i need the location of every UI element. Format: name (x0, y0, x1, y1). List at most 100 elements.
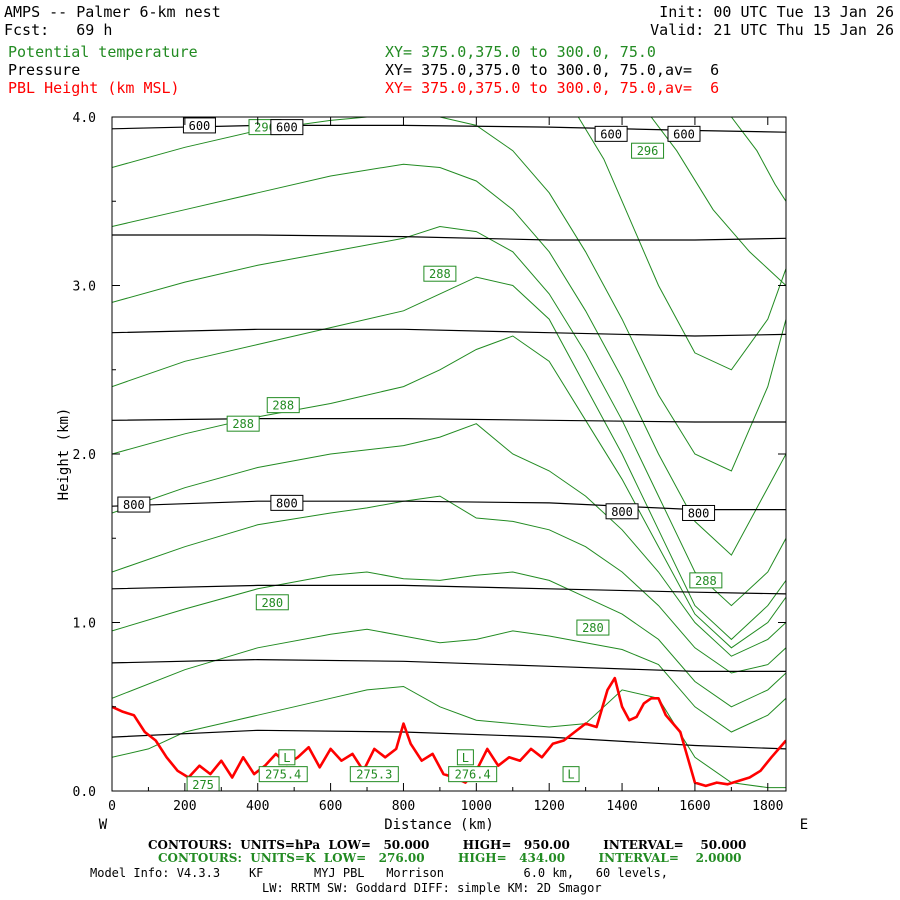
pressure-label-4: 800 (123, 498, 145, 512)
theta-label-7-box (576, 619, 610, 636)
x-tick-label-6: 1200 (534, 799, 565, 814)
pressure-label-5-box (270, 494, 304, 511)
theta-isoline-0 (112, 685, 786, 789)
surface-label-5-box (562, 766, 580, 783)
pressure-label-4-box (117, 496, 151, 513)
pressure-line-6 (112, 658, 786, 672)
theta-label-6: 280 (261, 596, 283, 610)
pressure-label-2-box (594, 125, 628, 142)
x-tick-label-8: 1600 (679, 799, 710, 814)
y-axis-label: Height (km) (56, 408, 72, 501)
x-tick-label-7: 1400 (606, 799, 637, 814)
theta-label-7: 280 (582, 621, 604, 635)
pressure-line-5 (112, 584, 786, 595)
surface-label-2: 276.4 (455, 768, 491, 782)
pressure-label-1-box (270, 119, 304, 136)
x-tick-label-5: 1000 (461, 799, 492, 814)
field-xy-pbl: XY= 375.0,375.0 to 300.0, 75.0,av= 6 (385, 79, 720, 97)
pressure-line-1 (112, 234, 786, 241)
x-tick-label-1: 200 (173, 799, 196, 814)
surface-label-1: 275.3 (356, 768, 392, 782)
surface-label-5: L (567, 768, 574, 782)
physics-info: LW: RRTM SW: Goddard DIFF: simple KM: 2D… (262, 881, 602, 895)
y-tick-label-3: 3.0 (73, 280, 96, 295)
chart-title: AMPS -- Palmer 6-km nest (4, 3, 221, 21)
pressure-label-7: 800 (688, 506, 710, 520)
pressure-label-0: 600 (189, 119, 211, 133)
theta-isoline-11 (650, 117, 786, 286)
east-label: E (800, 817, 808, 833)
surface-label-3: L (283, 751, 290, 765)
theta-isoline-12 (731, 117, 786, 202)
x-axis-label: Distance (km) (384, 817, 494, 833)
forecast-hour: Fcst: 69 h (4, 21, 113, 39)
pbl-height-line (112, 676, 786, 788)
pressure-label-3: 600 (673, 127, 695, 141)
y-tick-label-0: 0.0 (73, 785, 96, 800)
pressure-line-2 (112, 328, 786, 337)
theta-label-2-box (423, 265, 457, 282)
x-tick-label-3: 600 (319, 799, 342, 814)
theta-label-4: 288 (232, 417, 254, 431)
theta-isoline-9 (112, 117, 786, 472)
y-tick-label-1: 1.0 (73, 617, 96, 632)
field-name-pbl: PBL Height (km MSL) (8, 79, 180, 97)
theta-label-4-box (226, 415, 260, 432)
theta-label-5-box (689, 572, 723, 589)
field-xy-theta: XY= 375.0,375.0 to 300.0, 75.0 (385, 43, 656, 61)
pressure-label-6-box (605, 503, 639, 520)
pressure-label-7-box (682, 504, 716, 521)
init-time: Init: 00 UTC Tue 13 Jan 26 (659, 3, 894, 21)
theta-label-2: 288 (429, 267, 451, 281)
pressure-label-1: 600 (276, 121, 298, 135)
model-info: Model Info: V4.3.3 KF MYJ PBL Morrison 6… (90, 866, 668, 880)
plot-frame (111, 116, 787, 792)
x-tick-label-2: 400 (246, 799, 269, 814)
pressure-label-5: 800 (276, 496, 298, 510)
theta-isoline-7 (112, 225, 786, 607)
theta-contour-info: CONTOURS: UNITS=K LOW= 276.00 HIGH= 434.… (158, 851, 742, 865)
y-tick-label-4: 4.0 (73, 111, 96, 126)
pressure-line-3 (112, 418, 786, 423)
field-xy-pressure: XY= 375.0,375.0 to 300.0, 75.0,av= 6 (385, 61, 720, 79)
theta-label-3-box (266, 397, 300, 414)
field-name-pressure: Pressure (8, 61, 81, 79)
x-tick-label-4: 800 (392, 799, 415, 814)
west-label: W (99, 817, 108, 833)
pressure-label-0-box (182, 117, 216, 134)
pressure-label-2: 600 (600, 127, 622, 141)
surface-label-4: L (462, 751, 469, 765)
pressure-label-6: 800 (611, 505, 633, 519)
surface-label-3-box (278, 749, 296, 766)
theta-label-1: 296 (637, 144, 659, 158)
surface-label-0-box (258, 766, 308, 783)
theta-label-3: 288 (272, 399, 294, 413)
theta-isoline-4 (112, 423, 786, 657)
surface-label-2-box (448, 766, 498, 783)
pressure-label-3-box (667, 125, 701, 142)
pressure-line-7 (112, 729, 786, 750)
theta-isoline-8 (112, 163, 786, 556)
x-tick-label-9: 1800 (752, 799, 783, 814)
x-tick-label-0: 0 (108, 799, 116, 814)
surface-label-6-box (186, 776, 220, 791)
theta-isoline-10 (577, 117, 786, 371)
theta-label-1-box (631, 142, 665, 159)
surface-label-0: 275.4 (265, 768, 301, 782)
theta-isoline-3 (112, 495, 786, 674)
pressure-contour-info: CONTOURS: UNITS=hPa LOW= 50.000 HIGH= 95… (148, 838, 747, 852)
theta-isoline-6 (112, 276, 786, 641)
valid-time: Valid: 21 UTC Thu 15 Jan 26 (650, 21, 894, 39)
surface-label-4-box (456, 749, 474, 766)
theta-label-6-box (255, 594, 289, 611)
field-name-theta: Potential temperature (8, 43, 198, 61)
theta-isoline-2 (112, 571, 786, 708)
surface-label-1-box (349, 766, 399, 783)
y-tick-label-2: 2.0 (73, 448, 96, 463)
theta-isoline-1 (112, 628, 786, 733)
surface-label-6: 275 (192, 778, 214, 792)
pressure-line-0 (112, 124, 786, 133)
theta-label-5: 288 (695, 574, 717, 588)
